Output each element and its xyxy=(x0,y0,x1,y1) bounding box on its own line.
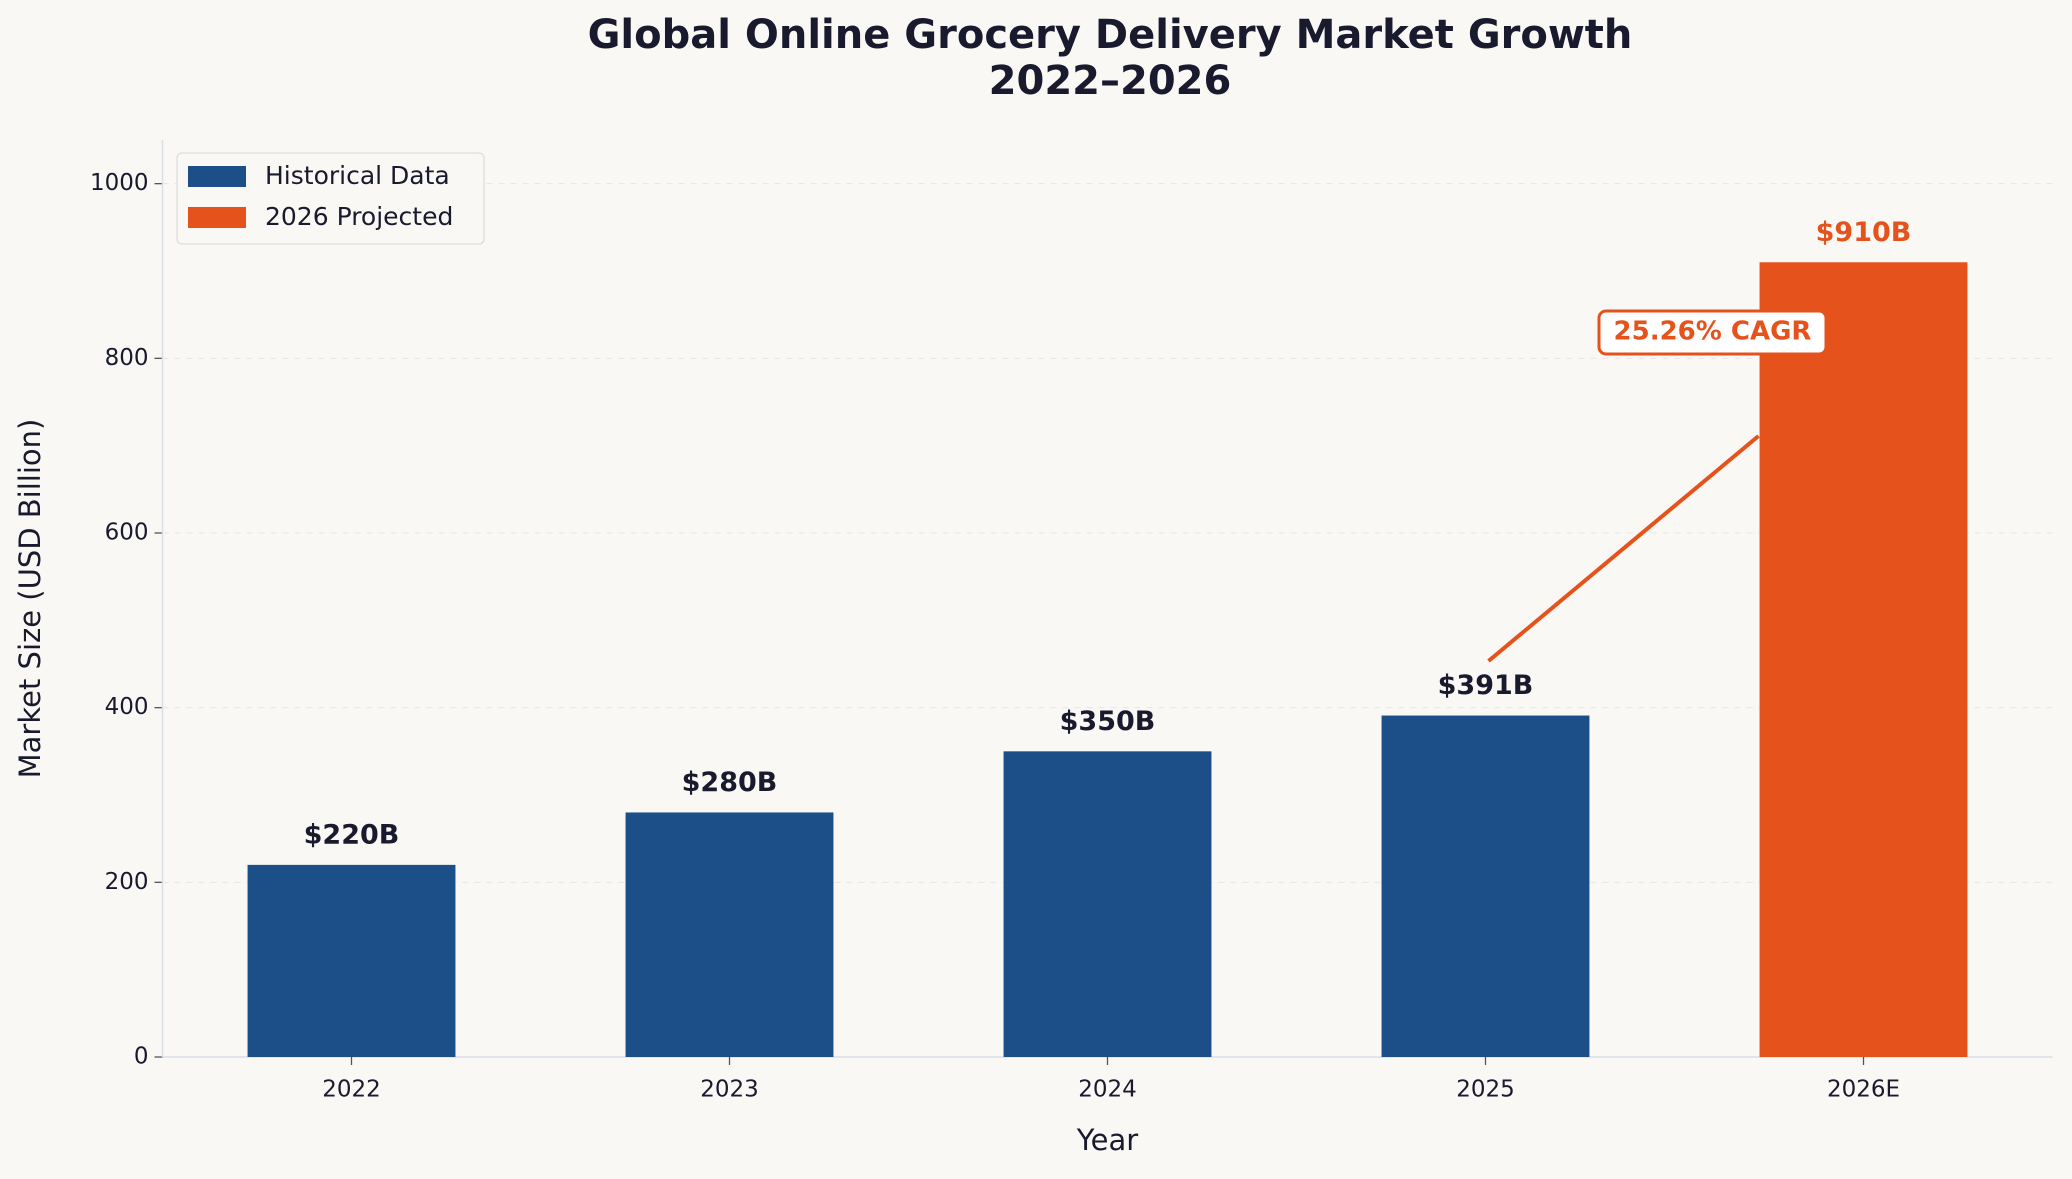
x-tick-label: 2026E xyxy=(1827,1077,1900,1103)
x-axis-label: Year xyxy=(1076,1123,1138,1157)
x-tick-label: 2025 xyxy=(1456,1077,1515,1103)
bar xyxy=(1003,751,1212,1057)
y-tick-label: 200 xyxy=(105,869,149,895)
y-tick-label: 1000 xyxy=(90,170,149,196)
legend-swatch xyxy=(188,207,246,228)
x-tick-label: 2024 xyxy=(1078,1077,1137,1103)
annotation: 25.26% CAGR xyxy=(1614,317,1812,347)
x-tick-label: 2022 xyxy=(322,1077,381,1103)
annotation-arrow xyxy=(1487,434,1760,663)
value-label: $280B xyxy=(682,767,778,798)
bar xyxy=(625,812,834,1057)
legend-label: Historical Data xyxy=(265,161,450,190)
bar xyxy=(1759,262,1968,1057)
legend-box xyxy=(176,152,485,245)
annotation-box xyxy=(1597,309,1828,356)
bar xyxy=(1381,715,1590,1057)
y-tick-label: 800 xyxy=(105,345,149,371)
bar xyxy=(247,864,456,1057)
y-axis-label: Market Size (USD Billion) xyxy=(13,419,47,779)
chart-title: Global Online Grocery Delivery Market Gr… xyxy=(587,12,1633,104)
value-label: $391B xyxy=(1438,670,1534,701)
y-tick-label: 0 xyxy=(134,1044,149,1070)
value-label: $350B xyxy=(1060,706,1156,737)
x-tick-label: 2023 xyxy=(700,1077,759,1103)
legend-swatch xyxy=(188,166,246,187)
value-label: $220B xyxy=(304,819,400,850)
y-tick-label: 400 xyxy=(105,694,149,720)
legend-label: 2026 Projected xyxy=(265,202,453,231)
value-label: $910B xyxy=(1816,217,1912,248)
y-tick-label: 600 xyxy=(105,520,149,546)
